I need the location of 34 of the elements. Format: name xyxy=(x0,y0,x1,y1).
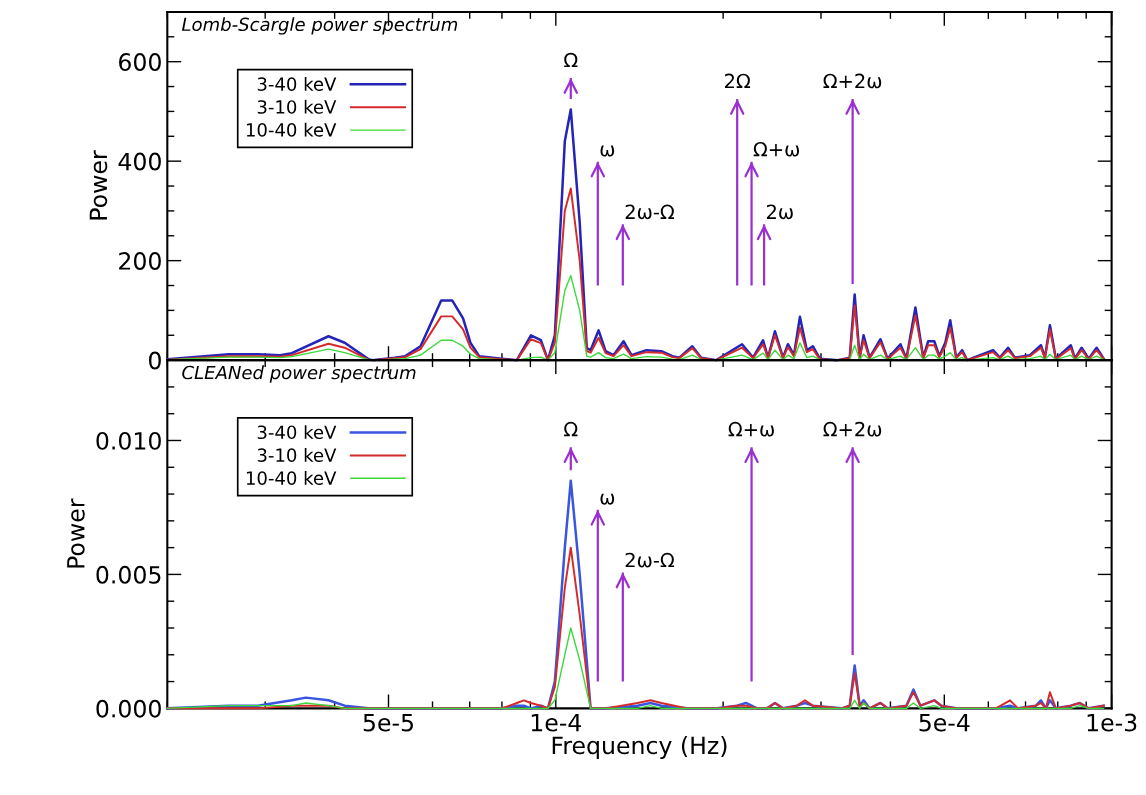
legend-label: 10-40 keV xyxy=(246,122,337,137)
legend-label: 10-40 keV xyxy=(246,470,337,485)
y-tick-label: 400 xyxy=(118,152,161,171)
ref-line-label: Ω+ω xyxy=(728,421,774,437)
ref-line-label: Ω+2ω xyxy=(823,73,882,89)
x-tick-label: 1e-3 xyxy=(1087,713,1137,732)
ref-line-label: Ω xyxy=(564,421,578,437)
y-tick-label: 0.000 xyxy=(96,699,161,718)
y-tick-label: 0.005 xyxy=(96,565,161,584)
x-axis-title: Frequency (Hz) xyxy=(552,736,727,759)
legend-label: 3-10 keV xyxy=(257,99,337,114)
y-tick-label: 600 xyxy=(119,53,161,71)
legend-label: 3-40 keV xyxy=(257,425,337,440)
chart-title: CLEANed power spectrum xyxy=(182,365,416,383)
x-tick-label: 5e-5 xyxy=(363,713,413,732)
y-tick-label: 200 xyxy=(119,252,161,270)
legend-label: 3-40 keV xyxy=(257,76,337,91)
y-tick-label: 0 xyxy=(148,351,161,370)
ref-line-label: 2ω-Ω xyxy=(625,552,674,568)
ref-line-label: ω xyxy=(600,145,615,157)
ref-line-label: Ω+2ω xyxy=(823,421,882,437)
x-tick-label: 5e-4 xyxy=(919,713,970,732)
ref-line-label: Ω xyxy=(564,52,578,68)
y-axis-title: Power xyxy=(67,498,85,568)
chart-title: Lomb-Scargle power spectrum xyxy=(181,17,458,35)
ref-line-label: 2ω-Ω xyxy=(625,204,674,220)
ref-line-label: 2Ω xyxy=(725,73,751,88)
y-tick-label: 0.010 xyxy=(96,431,161,450)
ref-line-label: 2ω xyxy=(766,204,793,220)
ref-line-label: ω xyxy=(600,493,615,505)
y-axis-title: Power xyxy=(89,150,108,220)
ref-line-label: Ω+ω xyxy=(753,141,800,157)
x-tick-label: 1e-4 xyxy=(531,713,582,732)
legend-label: 3-10 keV xyxy=(257,448,337,462)
